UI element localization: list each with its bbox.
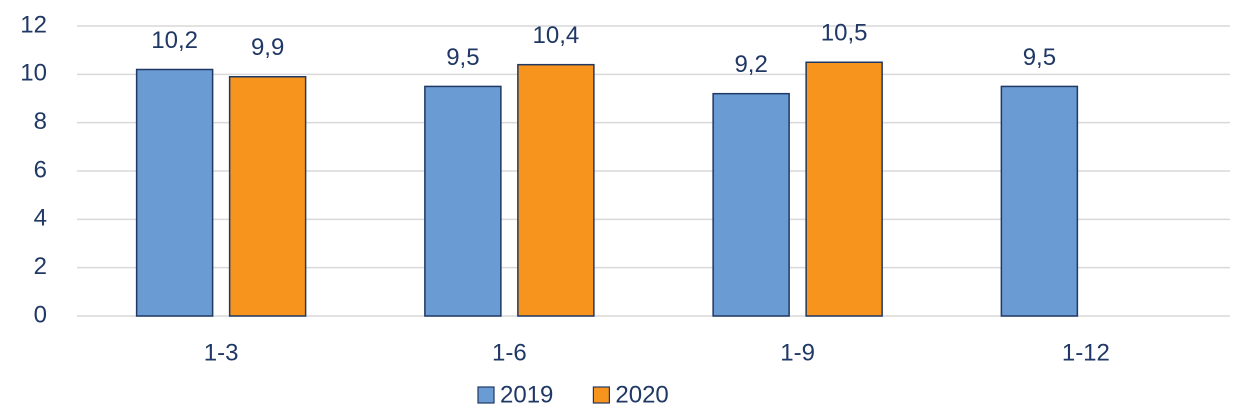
y-tick-label: 0 — [34, 301, 47, 328]
legend-label: 2020 — [615, 381, 668, 408]
bar — [712, 92, 790, 317]
bar — [805, 61, 883, 317]
y-tick-label: 6 — [34, 156, 47, 183]
y-tick-label: 2 — [34, 253, 47, 280]
bar — [228, 76, 307, 317]
x-tick-label: 1-6 — [492, 339, 527, 366]
data-label: 10,2 — [151, 27, 198, 54]
data-label: 9,5 — [1023, 44, 1056, 71]
bar — [517, 63, 595, 317]
bar — [1000, 85, 1079, 317]
bar — [135, 68, 214, 317]
data-label: 9,9 — [251, 34, 284, 61]
legend-swatch — [592, 386, 610, 404]
y-tick-label: 4 — [34, 205, 47, 232]
data-label: 9,5 — [446, 44, 479, 71]
x-tick-label: 1-12 — [1062, 339, 1110, 366]
data-label: 9,2 — [734, 51, 767, 78]
y-tick-label: 8 — [34, 108, 47, 135]
legend-swatch — [477, 386, 495, 404]
y-tick-label: 12 — [20, 11, 47, 38]
x-tick-label: 1-9 — [780, 339, 815, 366]
data-label: 10,4 — [533, 22, 580, 49]
bar — [424, 85, 502, 317]
data-label: 10,5 — [821, 20, 868, 47]
legend-label: 2019 — [500, 381, 553, 408]
x-tick-label: 1-3 — [204, 339, 239, 366]
y-tick-label: 10 — [20, 60, 47, 87]
